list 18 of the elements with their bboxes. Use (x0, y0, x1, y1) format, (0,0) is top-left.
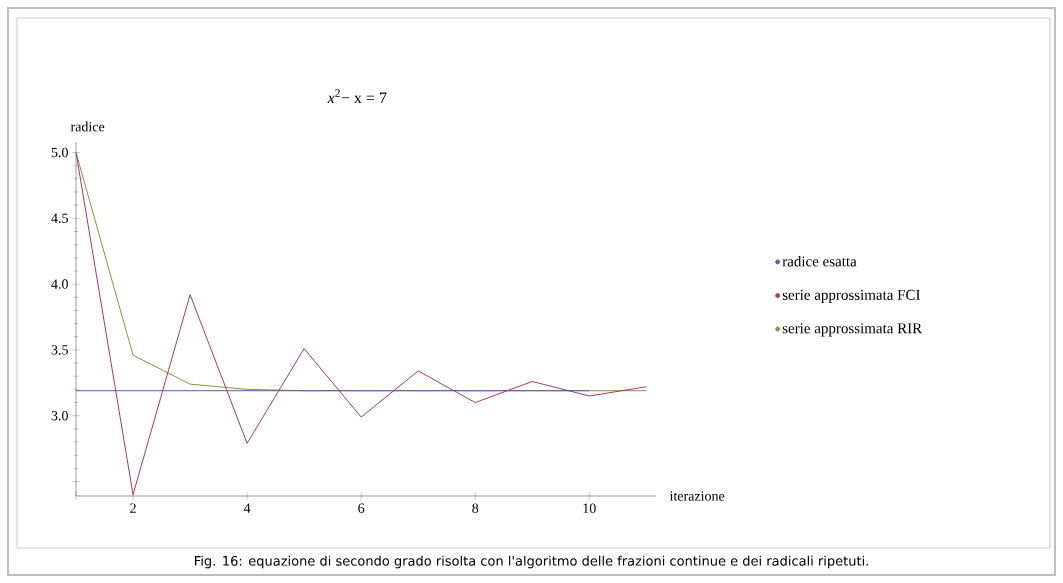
x-tick-label: 10 (583, 503, 596, 513)
legend-label: serie approssimata FCI (782, 289, 920, 303)
line-series (75, 152, 647, 496)
y-tick-label: 3.0 (51, 410, 68, 421)
x-tick-label: 4 (243, 503, 251, 513)
y-tick-label: 4.5 (51, 213, 68, 224)
y-tick-label: 3.5 (51, 345, 68, 355)
legend-label: serie approssimata RIR (782, 323, 923, 337)
x-tick-label: 6 (358, 503, 365, 513)
y-axis-title: radice (70, 121, 105, 132)
chart-title: x$^{2}$− x = 7 (327, 89, 387, 104)
y-tick-label: 5.0 (51, 147, 68, 158)
x-tick-label: 8 (472, 503, 479, 513)
x-tick-label: 2 (130, 503, 136, 513)
caption: Fig. 16: equazione di secondo grado risolta con l'algoritmo delle frazioni continue e dei radicali ripetuti. (195, 555, 868, 569)
x-axis-title: iterazione (669, 491, 725, 501)
legend-label: radice esatta (782, 255, 857, 267)
y-tick-label: 4.0 (51, 279, 68, 289)
